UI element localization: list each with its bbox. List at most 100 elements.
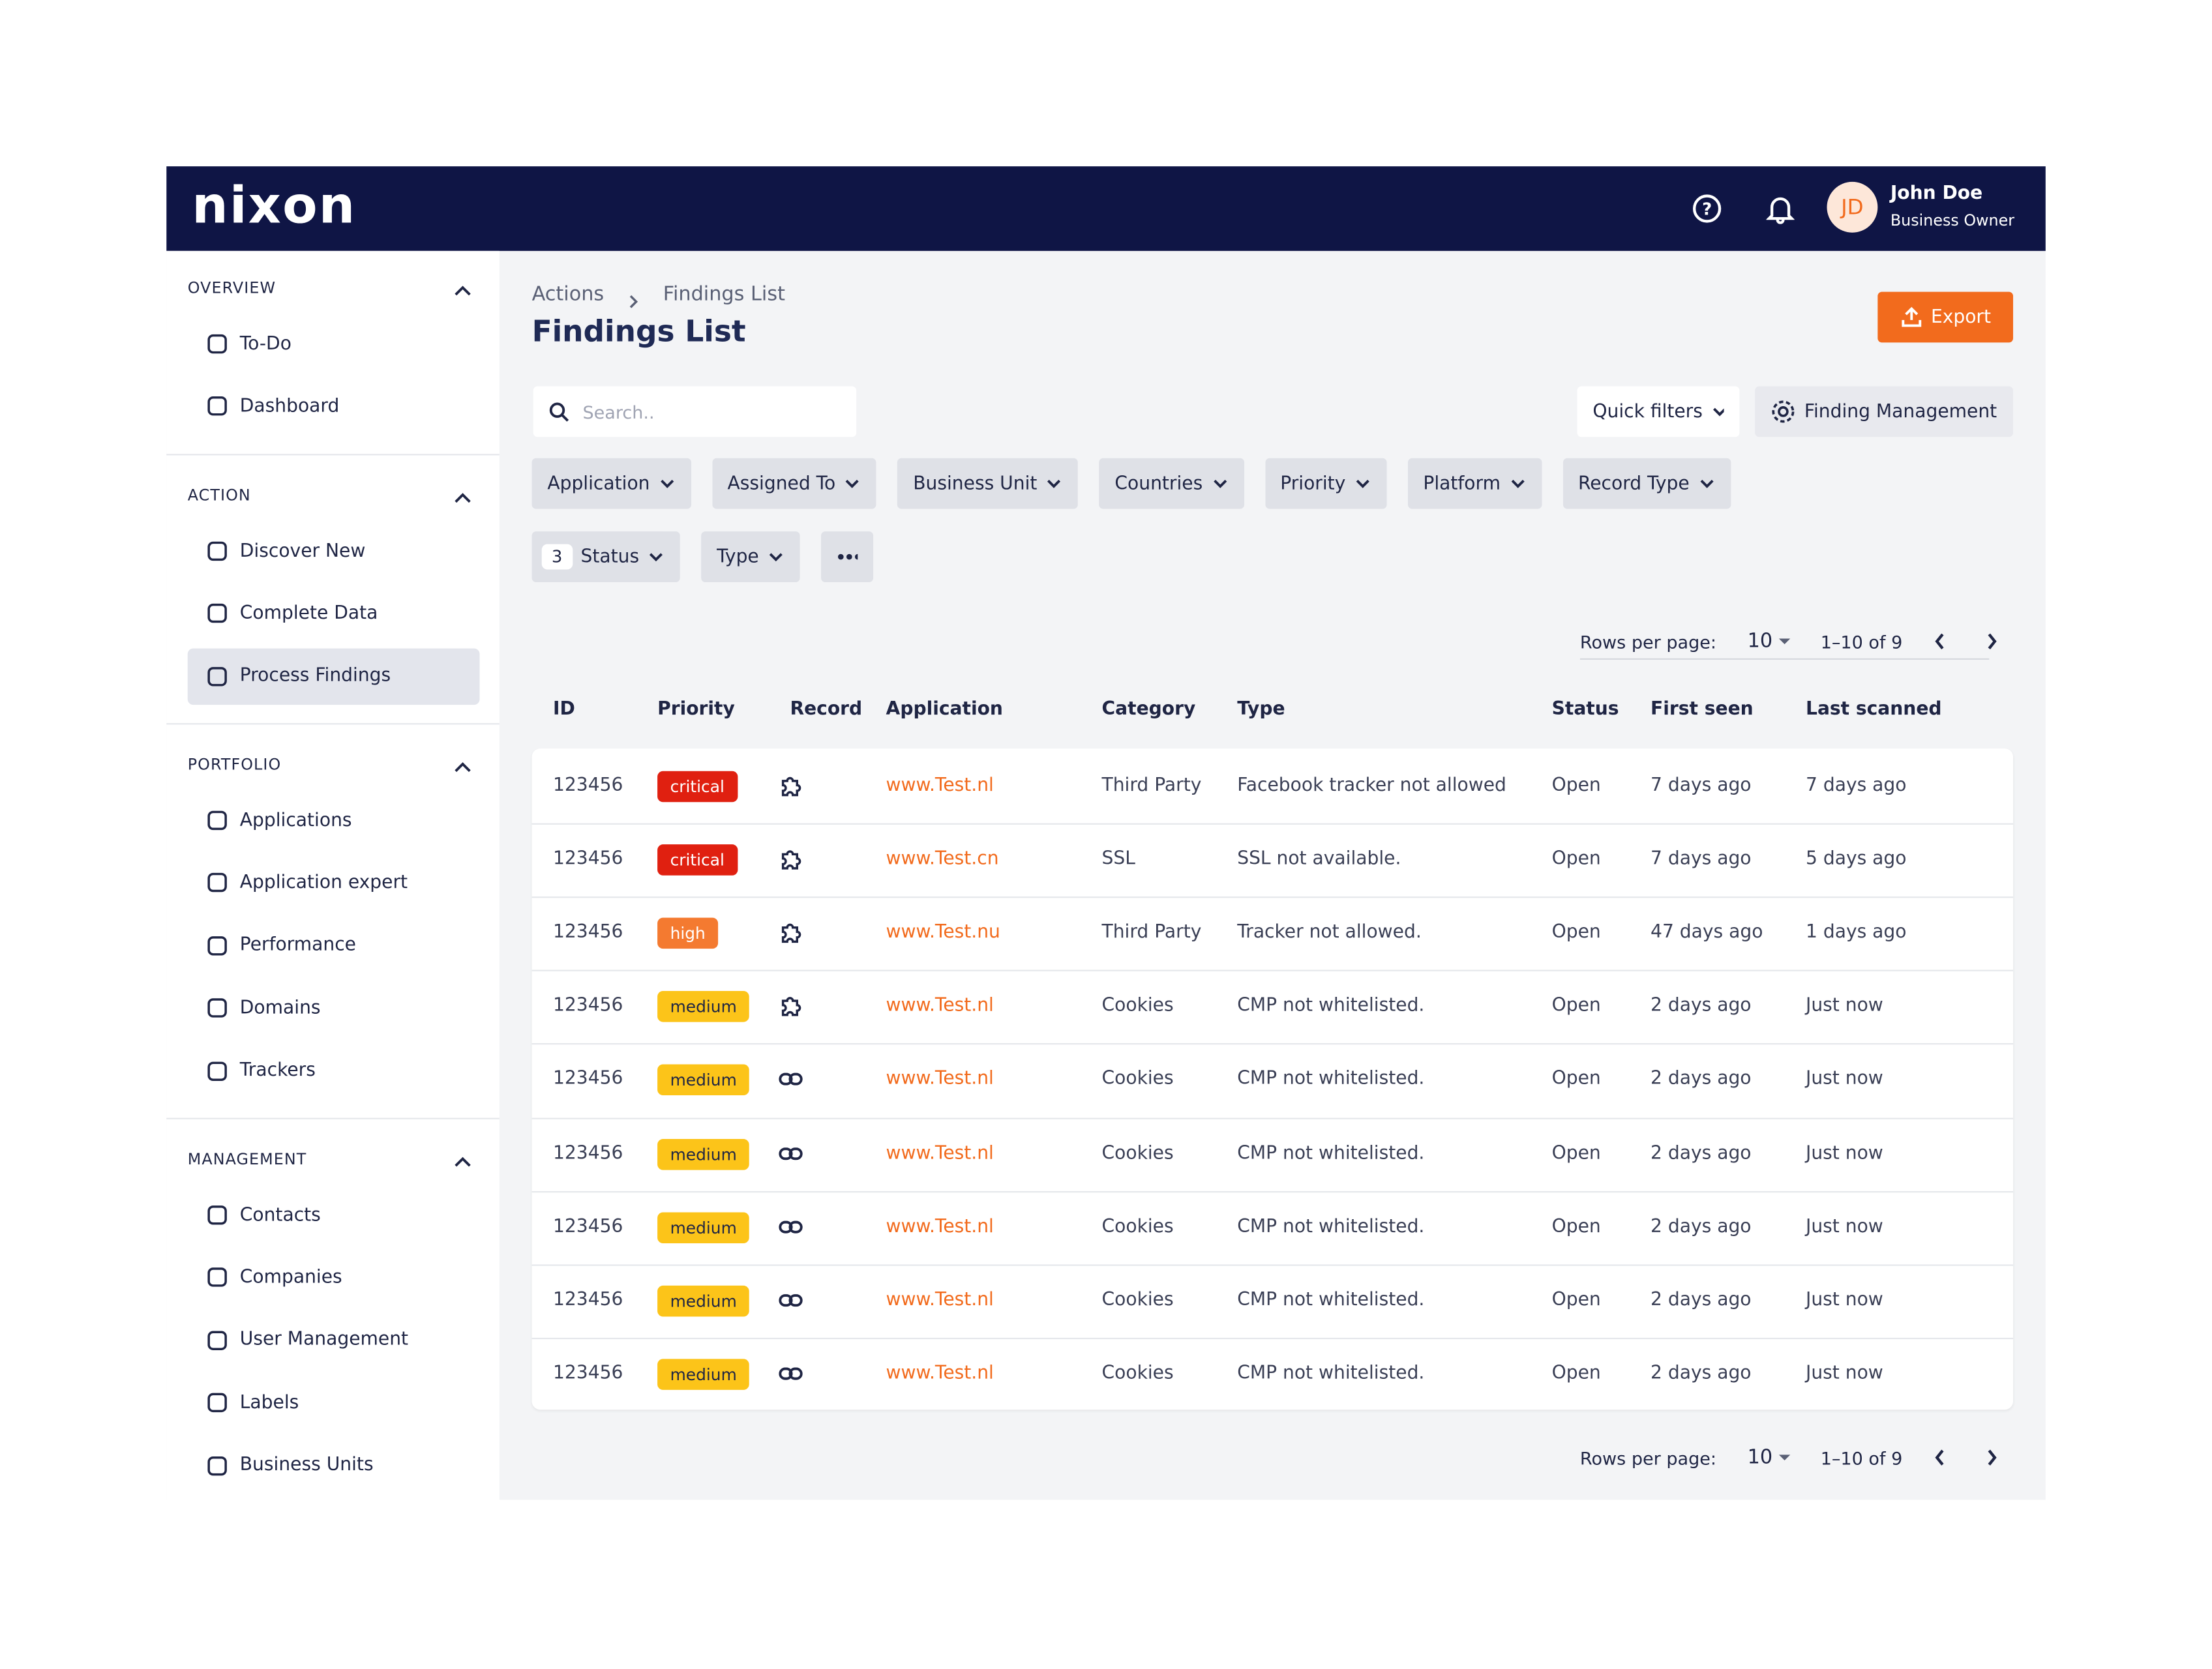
cell-category: Third Party	[1101, 921, 1202, 943]
filter-chip[interactable]: Priority	[1264, 458, 1387, 509]
filter-chip[interactable]: Record Type	[1562, 458, 1731, 509]
filter-label: Type	[717, 546, 759, 568]
filter-chip[interactable]: Application	[531, 458, 691, 509]
column-header[interactable]: First seen	[1651, 699, 1754, 720]
filter-chip[interactable]: Business Unit	[897, 458, 1079, 509]
nav-item[interactable]: Business Units	[188, 1438, 480, 1494]
section-title: PORTFOLIO	[187, 755, 282, 775]
application-link[interactable]: www.Test.nl	[886, 1069, 994, 1091]
cell-category: Cookies	[1101, 1290, 1174, 1311]
application-link[interactable]: www.Test.nl	[886, 775, 994, 796]
collapse-toggle[interactable]	[455, 1150, 471, 1177]
nav-item[interactable]: Complete Data	[188, 585, 480, 642]
chevron-up-icon	[455, 762, 471, 773]
puzzle-icon	[781, 849, 801, 869]
nav-icon	[207, 666, 227, 687]
application-link[interactable]: www.Test.nl	[886, 1142, 994, 1164]
nav-item[interactable]: Application expert	[188, 855, 480, 911]
nav-item[interactable]: Trackers	[188, 1042, 480, 1099]
application-link[interactable]: www.Test.cn	[886, 848, 999, 870]
rows-per-page-select[interactable]: 10	[1748, 1446, 1793, 1469]
application-link[interactable]: www.Test.nl	[886, 1363, 994, 1385]
table-card	[531, 748, 2014, 1410]
prev-page-button[interactable]	[1931, 632, 1948, 651]
cell-id: 123456	[553, 1142, 623, 1164]
export-label: Export	[1930, 306, 1992, 328]
next-page-button[interactable]	[1983, 1448, 2000, 1468]
avatar[interactable]: JD	[1827, 181, 1878, 233]
prev-page-button[interactable]	[1931, 1448, 1948, 1468]
collapse-toggle[interactable]	[455, 756, 471, 782]
column-header[interactable]: Status	[1551, 699, 1619, 720]
rows-per-page-select[interactable]: 10	[1748, 630, 1793, 653]
record-icon	[779, 1288, 804, 1320]
nav-item[interactable]: Labels	[188, 1375, 480, 1431]
help-icon[interactable]: ?	[1692, 193, 1723, 224]
column-header[interactable]: Category	[1101, 699, 1196, 720]
quick-filters-button[interactable]: Quick filters	[1577, 386, 1740, 437]
column-header[interactable]: Priority	[657, 699, 735, 720]
cell-type: CMP not whitelisted.	[1237, 1142, 1425, 1164]
breadcrumb-item[interactable]: Actions	[531, 283, 605, 306]
chevron-icon	[1699, 479, 1713, 488]
cell-category: Cookies	[1101, 1216, 1174, 1237]
nav-label: Contacts	[239, 1204, 321, 1226]
nav-item[interactable]: Discover New	[188, 523, 480, 579]
cell-last-scanned: Just now	[1806, 1290, 1883, 1311]
cell-first-seen: 7 days ago	[1651, 775, 1752, 796]
column-header[interactable]: Record	[790, 699, 863, 720]
rows-per-page-label: Rows per page:	[1579, 1447, 1716, 1468]
filter-chip[interactable]: Countries	[1099, 458, 1244, 509]
nav-item[interactable]: Companies	[188, 1250, 480, 1306]
more-filters-button[interactable]	[820, 531, 873, 582]
nav-item[interactable]: Performance	[188, 917, 480, 973]
cell-id: 123456	[553, 1216, 623, 1237]
export-button[interactable]: Export	[1877, 291, 2014, 343]
nav-icon	[207, 998, 227, 1018]
cell-first-seen: 47 days ago	[1651, 921, 1763, 943]
filter-chip[interactable]: Platform	[1407, 458, 1542, 509]
column-header[interactable]: Type	[1237, 699, 1285, 720]
column-header[interactable]: Application	[886, 699, 1003, 720]
nav-item[interactable]: Process Findings	[187, 648, 480, 705]
nav-item[interactable]: Contacts	[188, 1187, 480, 1243]
nav-icon	[207, 1268, 227, 1288]
link-icon	[779, 1073, 803, 1086]
section-title: ACTION	[187, 486, 251, 505]
nav-item[interactable]: User Management	[188, 1312, 480, 1368]
application-link[interactable]: www.Test.nl	[886, 1216, 994, 1237]
nav-icon	[207, 1456, 227, 1475]
filter-chip[interactable]: Type	[701, 531, 800, 582]
next-page-button[interactable]	[1983, 632, 2000, 651]
collapse-toggle[interactable]	[455, 279, 471, 306]
bell-icon[interactable]	[1766, 193, 1795, 224]
nav-label: Domains	[239, 997, 321, 1019]
nav-item[interactable]: Domains	[188, 980, 480, 1036]
nav-label: Performance	[239, 935, 356, 956]
logo[interactable]: nixon	[192, 177, 357, 236]
application-link[interactable]: www.Test.nu	[886, 921, 1000, 943]
nav-icon	[207, 936, 227, 956]
collapse-toggle[interactable]	[455, 486, 471, 513]
filter-bar: Application Assigned To Business Unit Count…	[531, 458, 1894, 582]
nav-label: Applications	[239, 810, 352, 831]
application-link[interactable]: www.Test.nl	[886, 995, 994, 1017]
filter-label: Status	[580, 546, 640, 568]
puzzle-icon	[781, 997, 801, 1016]
filter-chip[interactable]: Assigned To	[711, 458, 876, 509]
nav-item[interactable]: To-Do	[188, 316, 480, 372]
finding-management-button[interactable]: Finding Management	[1755, 386, 2014, 437]
search-input[interactable]: Search..	[533, 386, 857, 437]
record-icon	[779, 1067, 804, 1099]
application-link[interactable]: www.Test.nl	[886, 1290, 994, 1311]
puzzle-icon	[781, 776, 801, 796]
chevron-icon	[660, 479, 674, 488]
column-header[interactable]: Last scanned	[1806, 699, 1942, 720]
column-header[interactable]: ID	[553, 699, 575, 720]
nav-item[interactable]: Applications	[188, 792, 480, 848]
nav-icon	[207, 1061, 227, 1081]
record-icon	[779, 1362, 804, 1393]
nav-item[interactable]: Dashboard	[188, 378, 480, 434]
filter-chip[interactable]: 3 Status	[531, 531, 680, 582]
priority-badge: critical	[657, 844, 738, 876]
